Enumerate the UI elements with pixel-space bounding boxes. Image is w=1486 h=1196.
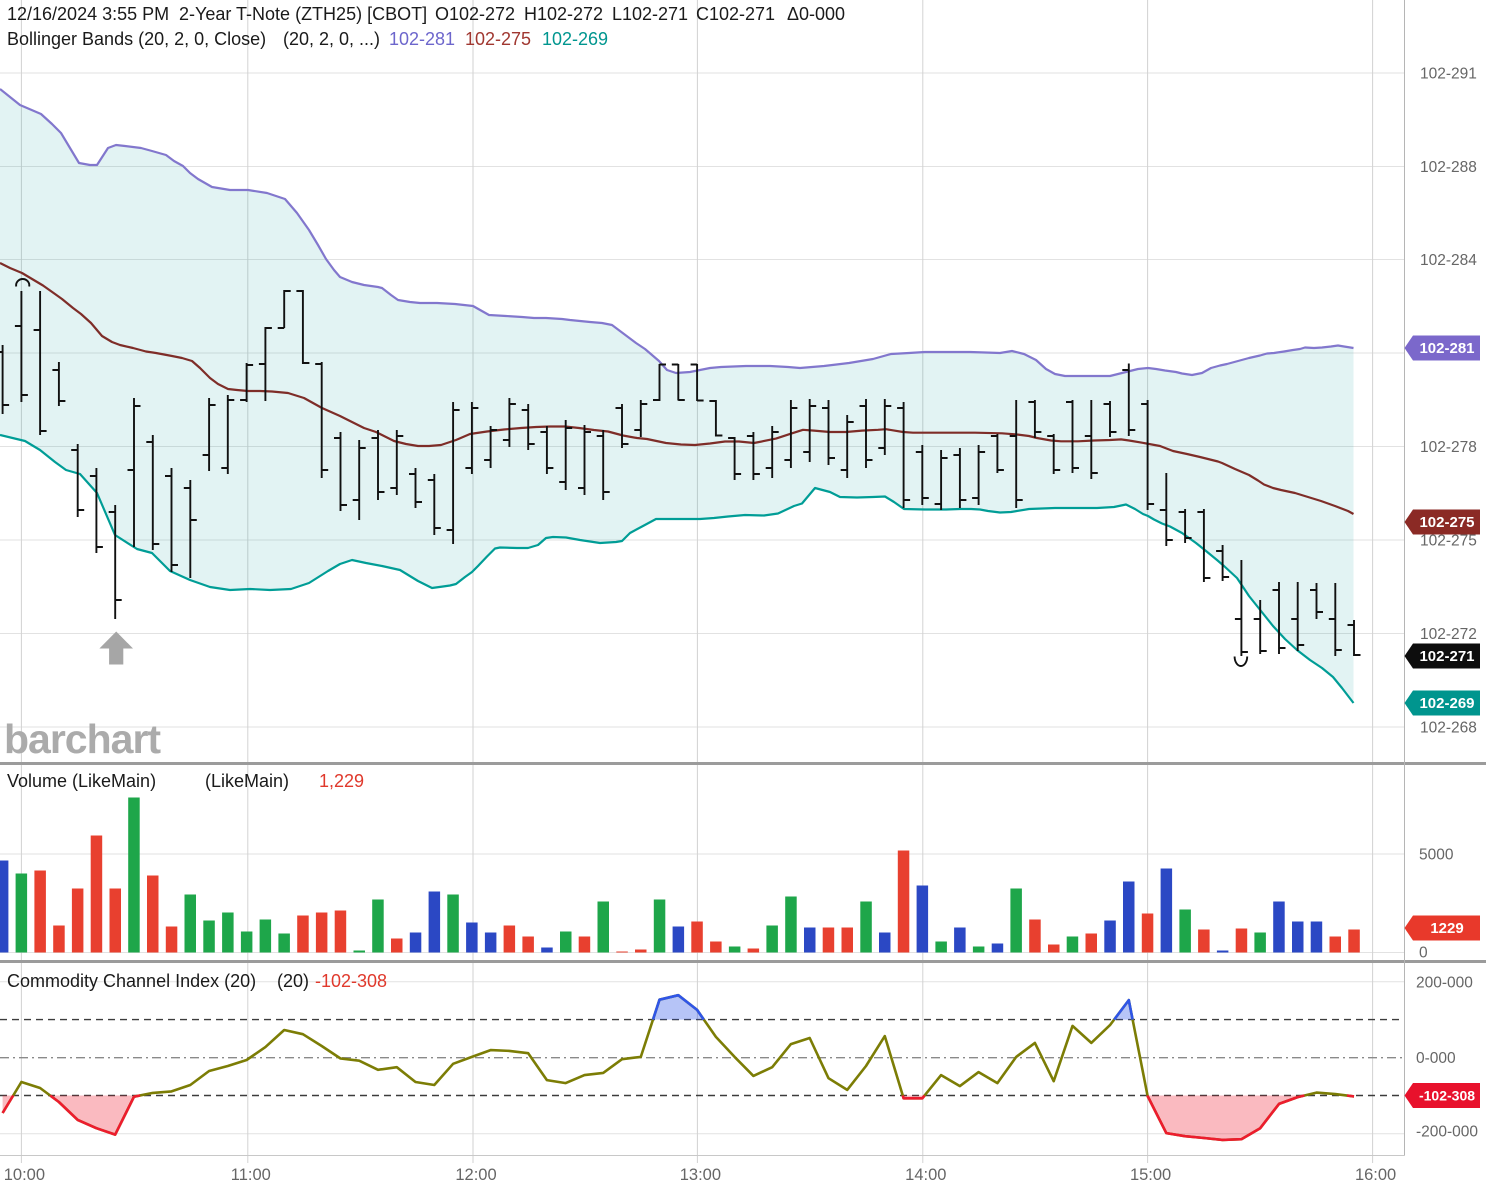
svg-text:102-275: 102-275 bbox=[1420, 533, 1477, 550]
svg-text:102-278: 102-278 bbox=[1420, 439, 1477, 456]
svg-text:102-272: 102-272 bbox=[1420, 626, 1477, 643]
svg-text:102-268: 102-268 bbox=[1420, 720, 1477, 737]
svg-text:102-281: 102-281 bbox=[1419, 340, 1474, 357]
svg-text:200-000: 200-000 bbox=[1416, 975, 1473, 992]
svg-text:12:00: 12:00 bbox=[455, 1166, 496, 1184]
svg-text:15:00: 15:00 bbox=[1130, 1166, 1171, 1184]
svg-text:102-275: 102-275 bbox=[1419, 514, 1474, 531]
svg-text:10:00: 10:00 bbox=[4, 1166, 45, 1184]
svg-text:Commodity Channel Index (20)(2: Commodity Channel Index (20) (20) -102-308 bbox=[7, 971, 387, 991]
svg-text:-102-308: -102-308 bbox=[1419, 1088, 1475, 1104]
svg-text:12/16/2024 3:55 PM2-Year T-Not: 12/16/2024 3:55 PM 2-Year T-Note (ZTH25) … bbox=[7, 4, 845, 24]
svg-text:barchart: barchart bbox=[4, 716, 161, 762]
svg-text:0: 0 bbox=[1419, 945, 1428, 962]
svg-text:102-284: 102-284 bbox=[1420, 252, 1477, 269]
svg-text:102-288: 102-288 bbox=[1420, 159, 1477, 176]
svg-text:16:00: 16:00 bbox=[1355, 1166, 1396, 1184]
svg-text:11:00: 11:00 bbox=[231, 1166, 271, 1184]
svg-text:1229: 1229 bbox=[1430, 920, 1463, 937]
svg-text:13:00: 13:00 bbox=[680, 1166, 721, 1184]
svg-text:102-291: 102-291 bbox=[1420, 66, 1477, 83]
svg-text:102-269: 102-269 bbox=[1419, 695, 1474, 712]
svg-text:-200-000: -200-000 bbox=[1416, 1124, 1478, 1141]
svg-text:Bollinger Bands (20, 2, 0, Clo: Bollinger Bands (20, 2, 0, Close) (20, 2,… bbox=[7, 29, 608, 49]
svg-text:14:00: 14:00 bbox=[905, 1166, 946, 1184]
svg-text:0-000: 0-000 bbox=[1416, 1050, 1456, 1067]
svg-text:5000: 5000 bbox=[1419, 847, 1454, 864]
svg-text:102-271: 102-271 bbox=[1419, 648, 1474, 665]
svg-text:Volume (LikeMain)(LikeMain)1,2: Volume (LikeMain) (LikeMain) 1,229 bbox=[7, 771, 364, 791]
